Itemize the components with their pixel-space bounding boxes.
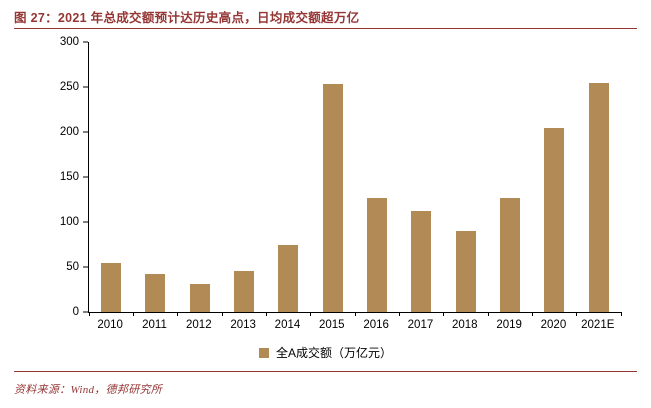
- bar-2016: [367, 197, 388, 312]
- footer-divider: [14, 371, 637, 372]
- bar-2015: [322, 84, 343, 312]
- x-tick-label: 2018: [451, 319, 478, 331]
- x-tick-label: 2010: [97, 319, 123, 331]
- x-tick-mark: [132, 312, 134, 316]
- bar-2019: [500, 197, 521, 312]
- bar-chart: 0 50 100 150 200 250 300: [60, 36, 622, 317]
- x-tick-label: 2011: [142, 319, 167, 331]
- y-tick-label: 150: [59, 170, 79, 183]
- bar-slot: [444, 42, 488, 312]
- y-tick-label: 300: [59, 35, 79, 48]
- bar-2014: [278, 245, 299, 312]
- x-tick-label: 2013: [230, 319, 256, 331]
- x-tick-label: 2019: [496, 319, 522, 331]
- x-tick-mark: [576, 312, 578, 316]
- x-tick-label: 2015: [319, 319, 345, 331]
- y-tick-mark: [83, 221, 88, 223]
- y-tick-mark: [83, 131, 88, 133]
- bar-2012: [189, 284, 210, 312]
- bar-slot: [488, 42, 532, 312]
- bar-slot: [355, 42, 399, 312]
- title-divider: [14, 28, 637, 29]
- bar-slot: [89, 42, 133, 312]
- bar-2010: [101, 263, 122, 312]
- x-tick-label: 2020: [540, 319, 567, 331]
- x-tick-mark: [354, 312, 356, 316]
- x-tick-label: 2021E: [581, 319, 615, 331]
- x-tick-mark: [487, 312, 489, 316]
- y-tick-mark: [83, 41, 88, 43]
- y-tick-label: 0: [72, 305, 79, 318]
- x-tick-label: 2014: [274, 319, 301, 331]
- legend-swatch: [258, 347, 269, 358]
- bar-2017: [411, 211, 432, 312]
- x-tick-mark: [398, 312, 400, 316]
- bar-slot: [178, 42, 222, 312]
- plot-area: [89, 42, 621, 312]
- bar-slot: [399, 42, 443, 312]
- bar-slot: [222, 42, 266, 312]
- y-tick-label: 100: [59, 215, 79, 228]
- bar-2020: [544, 128, 565, 312]
- x-tick-mark: [177, 312, 179, 316]
- bar-slot: [133, 42, 177, 312]
- y-tick-mark: [83, 176, 88, 178]
- x-tick-mark: [265, 312, 267, 316]
- y-tick-label: 200: [59, 125, 79, 138]
- x-tick-mark: [88, 312, 90, 316]
- y-tick-mark: [83, 311, 88, 313]
- bar-2011: [145, 274, 166, 312]
- x-tick-mark: [221, 312, 223, 316]
- x-tick-label: 2012: [186, 319, 212, 331]
- bar-slot: [311, 42, 355, 312]
- y-tick-label: 250: [59, 80, 79, 93]
- legend-label: 全A成交额（万亿元）: [275, 346, 392, 360]
- x-tick-mark: [620, 312, 622, 316]
- bar-slot: [266, 42, 310, 312]
- y-tick-label: 50: [66, 260, 79, 273]
- figure-title: 图 27：2021 年总成交额预计达历史高点，日均成交额超万亿: [14, 11, 360, 25]
- x-tick-mark: [531, 312, 533, 316]
- x-tick-label: 2016: [363, 319, 389, 331]
- x-tick-mark: [310, 312, 312, 316]
- x-tick-label: 2017: [407, 319, 434, 331]
- x-axis-labels: 2010 2011 2012 2013 2014 2015 2016 2017 2018 2019…: [88, 319, 620, 331]
- y-tick-mark: [83, 86, 88, 88]
- bar-slot: [532, 42, 576, 312]
- x-tick-mark: [443, 312, 445, 316]
- bar-2021E: [588, 82, 609, 312]
- bar-2013: [234, 270, 255, 312]
- source-note: 资料来源：Wind，德邦研究所: [14, 384, 163, 396]
- bar-2018: [455, 231, 476, 312]
- legend: 全A成交额（万亿元）: [0, 344, 651, 361]
- bar-slot: [577, 42, 621, 312]
- y-tick-mark: [83, 266, 88, 268]
